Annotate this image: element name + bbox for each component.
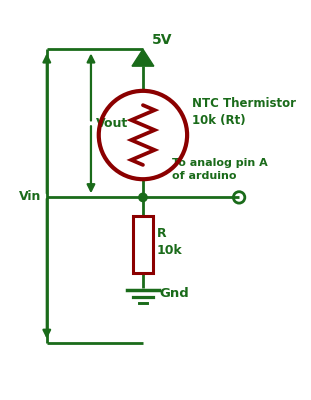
- Circle shape: [139, 193, 147, 202]
- Text: Gnd: Gnd: [160, 287, 190, 300]
- Text: R
10k: R 10k: [156, 226, 182, 256]
- Text: Vout: Vout: [96, 117, 128, 130]
- Bar: [133, 216, 153, 273]
- Text: NTC Thermistor
10k (Rt): NTC Thermistor 10k (Rt): [192, 97, 296, 127]
- Text: To analog pin A
of arduino: To analog pin A of arduino: [172, 158, 267, 180]
- Polygon shape: [132, 49, 154, 66]
- Text: Vin: Vin: [19, 190, 42, 203]
- Text: 5V: 5V: [152, 33, 173, 47]
